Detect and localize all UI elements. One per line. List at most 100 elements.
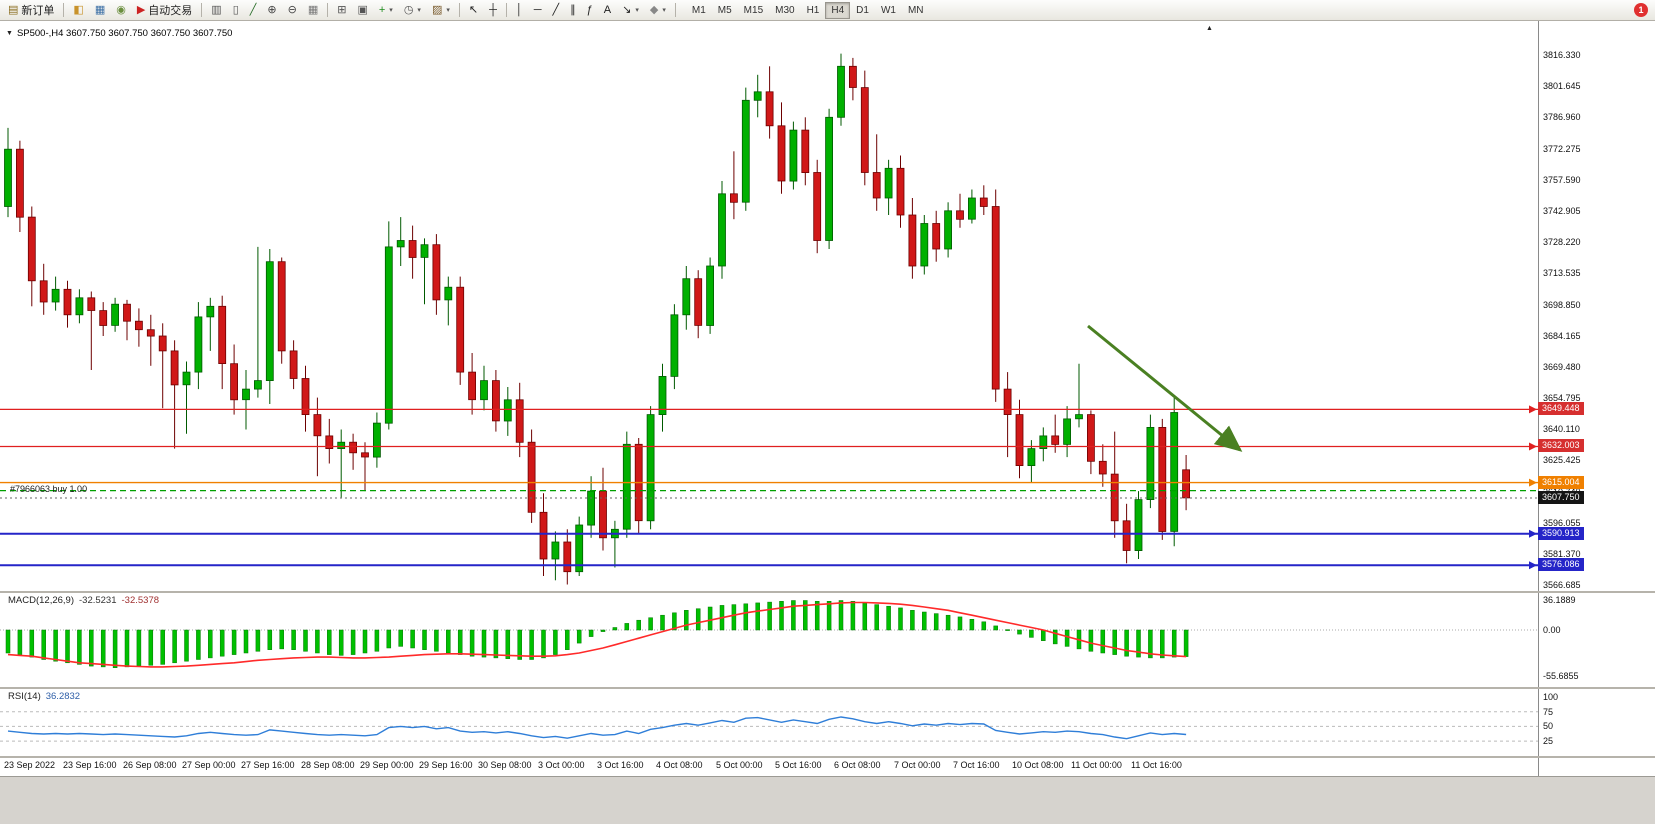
trendline-button[interactable]: ╱ [548,0,565,21]
time-label: 3 Oct 16:00 [597,760,644,770]
cursor-icon: ↖ [468,3,479,16]
autotrading-button[interactable]: ▶ 自动交易 [132,0,197,21]
rsi-label: RSI(14) 36.2832 [8,691,80,702]
arrow-tool-button[interactable]: ↘ ▾ [617,0,644,21]
time-label: 5 Oct 16:00 [775,760,822,770]
profiles-icon: ▣ [357,3,368,16]
fibonacci-button[interactable]: ƒ [582,0,598,21]
hline-marker [1529,405,1537,414]
trendline-icon: ╱ [552,3,560,16]
shapes-icon: ◆ [649,3,659,16]
time-axis[interactable]: 23 Sep 2022 23 Sep 16:00 26 Sep 08:00 27 Se… [0,757,1538,775]
hline-marker [1529,478,1537,487]
zoom-in-icon: ⊕ [267,3,277,16]
hline-marker [1529,529,1537,538]
timeframe-w1[interactable]: W1 [880,4,896,16]
cursor-button[interactable]: ↖ [464,0,483,21]
market-watch-icon: ◧ [73,3,84,16]
timeframe-h4[interactable]: H4 [825,1,851,19]
horizontal-line-button[interactable]: ─ [529,0,547,21]
new-order-icon: ▤ [8,3,19,16]
timeframe-m30[interactable]: M30 [775,4,795,16]
timeframe-m15[interactable]: M15 [743,4,764,16]
periods-icon: ◷ [403,3,414,16]
autotrading-label: 自动交易 [148,5,193,17]
time-label: 6 Oct 08:00 [834,760,881,770]
navigator-button[interactable]: ◉ [111,0,131,21]
chart-title: ▼ SP500-,H4 3607.750 3607.750 3607.750 3… [6,28,232,39]
timeframe-d1[interactable]: D1 [856,4,869,16]
autotrading-icon: ▶ [136,3,146,16]
new-order-button[interactable]: ▤ 新订单 [3,0,59,21]
vertical-line-icon: │ [515,3,523,16]
toolbar: ▤ 新订单 ◧ ▦ ◉ ▶ 自动交易 ▥ ▯ ╱ ⊕ ⊖ ▦ ⊞ ▣ + ▾ ◷ ▾ ▨ ▾ ↖ ┼ │ ─ ╱ ∥ ƒ A ↘ ▾ ◆ ▾ M1… [0,0,1655,21]
market-watch-button[interactable]: ◧ [68,0,88,21]
timeframe-h1[interactable]: H1 [806,4,820,16]
hline-marker [1529,442,1537,451]
crosshair-button[interactable]: ┼ [484,0,502,21]
candlestick-button[interactable]: ▯ [228,0,244,21]
time-axis-border [0,756,1655,758]
macd-histogram [5,600,1189,668]
time-label: 29 Sep 16:00 [419,760,473,770]
data-window-button[interactable]: ▦ [90,0,110,21]
dropdown-caret-icon: ▾ [635,7,639,14]
macd-signal-line [7,601,1187,668]
new-chart-button[interactable]: ⊞ [332,0,351,21]
line-chart-button[interactable]: ╱ [245,0,262,21]
time-label: 23 Sep 16:00 [63,760,117,770]
timeframe-mn[interactable]: MN [907,4,924,16]
rsi-name: RSI(14) [8,691,41,702]
time-label: 23 Sep 2022 [4,760,56,770]
zoom-in-button[interactable]: ⊕ [262,0,281,21]
dropdown-caret-icon: ▾ [446,7,450,14]
time-label: 11 Oct 00:00 [1071,760,1122,770]
periods-button[interactable]: ◷ ▾ [399,0,426,21]
timeframe-m5[interactable]: M5 [717,4,732,16]
zoom-out-button[interactable]: ⊖ [283,0,302,21]
fibonacci-icon: ƒ [586,3,593,16]
channel-button[interactable]: ∥ [565,0,581,21]
timeframe-m1[interactable]: M1 [691,4,706,16]
tile-windows-button[interactable]: ▦ [303,0,323,21]
macd-name: MACD(12,26,9) [8,595,74,606]
collapse-triangle-icon[interactable]: ▼ [6,30,13,37]
dropdown-caret-icon: ▾ [389,7,393,14]
panel-splitter[interactable] [0,687,1655,689]
data-window-icon: ▦ [94,3,106,16]
panel-splitter[interactable] [0,591,1655,593]
vertical-line-button[interactable]: │ [511,0,528,21]
time-label: 5 Oct 00:00 [716,760,763,770]
toolbar-separator [201,3,203,17]
bar-chart-button[interactable]: ▥ [206,0,226,21]
toolbar-separator [674,3,676,17]
toolbar-separator [327,3,329,17]
hlines-layer [0,405,1538,570]
time-label: 4 Oct 08:00 [656,760,703,770]
position-label: #7966063 buy 1.00 [10,484,88,494]
profiles-button[interactable]: ▣ [352,0,372,21]
main-chart[interactable] [0,26,1538,592]
time-label: 28 Sep 08:00 [301,760,355,770]
rsi-line [7,716,1187,740]
new-order-label: 新订单 [21,5,55,17]
time-label: 3 Oct 00:00 [538,760,585,770]
chart-shift-marker-icon[interactable]: ▲ [1206,25,1213,32]
time-label: 7 Oct 00:00 [894,760,941,770]
macd-panel[interactable] [0,593,1538,686]
templates-button[interactable]: ▨ ▾ [427,0,455,21]
time-label: 10 Oct 08:00 [1012,760,1064,770]
time-label: 11 Oct 16:00 [1131,760,1182,770]
indicators-button[interactable]: + ▾ [374,0,398,21]
rsi-panel[interactable] [0,690,1538,755]
toolbar-separator [63,3,65,17]
shapes-button[interactable]: ◆ ▾ [645,0,671,21]
templates-icon: ▨ [431,3,443,16]
toolbar-separator [458,3,460,17]
notifications-badge[interactable]: 1 [1634,3,1648,17]
price-axis[interactable] [1538,21,1655,776]
text-button[interactable]: A [599,0,616,21]
time-label: 27 Sep 00:00 [182,760,236,770]
line-chart-icon: ╱ [249,3,257,16]
